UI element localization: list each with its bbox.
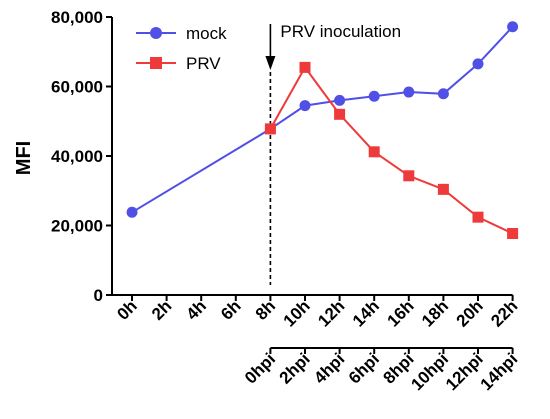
secondary-tick-label: 14hpi <box>477 349 522 394</box>
x-tick-label: 12h <box>314 296 348 330</box>
x-tick-label: 18h <box>418 296 452 330</box>
legend-mock-label: mock <box>186 24 227 43</box>
legend-prv-marker <box>150 57 162 69</box>
data-point <box>334 108 346 120</box>
data-point <box>299 100 311 112</box>
x-tick-label: 22h <box>487 296 521 330</box>
inoculation-arrow-head <box>265 56 276 70</box>
data-point <box>472 211 484 223</box>
legend: mock PRV <box>136 24 227 73</box>
data-point <box>437 183 449 195</box>
secondary-tick-label: 6hpi <box>345 349 383 387</box>
y-axis-ticks: 0 20,000 40,000 60,000 80,000 <box>51 8 112 305</box>
x-tick-label: 6h <box>217 296 244 323</box>
y-tick-label: 40,000 <box>51 147 103 166</box>
secondary-tick-label: 4hpi <box>310 349 348 387</box>
series-prv <box>264 61 519 239</box>
x-tick-label: 20h <box>453 296 487 330</box>
y-tick-label: 60,000 <box>51 78 103 97</box>
x-tick-label: 16h <box>383 296 417 330</box>
data-point <box>299 61 311 73</box>
secondary-tick-label: 2hpi <box>276 349 314 387</box>
y-axis-label: MFI <box>13 141 35 175</box>
secondary-tick-label: 0hpi <box>241 349 279 387</box>
x-tick-label: 4h <box>183 296 210 323</box>
legend-mock-marker <box>150 27 162 39</box>
data-point <box>403 170 415 182</box>
data-point <box>368 90 380 102</box>
x-tick-label: 2h <box>148 296 175 323</box>
x-tick-label: 14h <box>349 296 383 330</box>
y-tick-label: 0 <box>94 286 103 305</box>
annotation-label: PRV inoculation <box>280 22 401 41</box>
data-point <box>264 123 276 135</box>
data-point <box>507 21 519 33</box>
data-point <box>368 146 380 158</box>
data-point <box>403 86 415 98</box>
annotation: PRV inoculation <box>265 22 401 285</box>
y-tick-label: 80,000 <box>51 8 103 27</box>
x-tick-label: 0h <box>113 296 140 323</box>
legend-prv-label: PRV <box>186 54 221 73</box>
secondary-tick-label: 12hpi <box>442 349 487 394</box>
series-line <box>269 65 514 235</box>
data-point <box>437 88 449 100</box>
y-tick-label: 20,000 <box>51 217 103 236</box>
series <box>126 21 519 239</box>
x-tick-label: 8h <box>252 296 279 323</box>
data-point <box>126 206 138 218</box>
series-mock <box>126 21 519 218</box>
x-tick-label: 10h <box>280 296 314 330</box>
data-point <box>507 227 519 239</box>
x-axis-ticks: 0h 2h 4h 6h 8h 10h 12h 14h 16h 18h 20h 22h <box>113 295 521 331</box>
axes <box>111 17 513 296</box>
secondary-tick-label: 10hpi <box>407 349 452 394</box>
data-point <box>334 94 346 106</box>
data-point <box>472 58 484 70</box>
